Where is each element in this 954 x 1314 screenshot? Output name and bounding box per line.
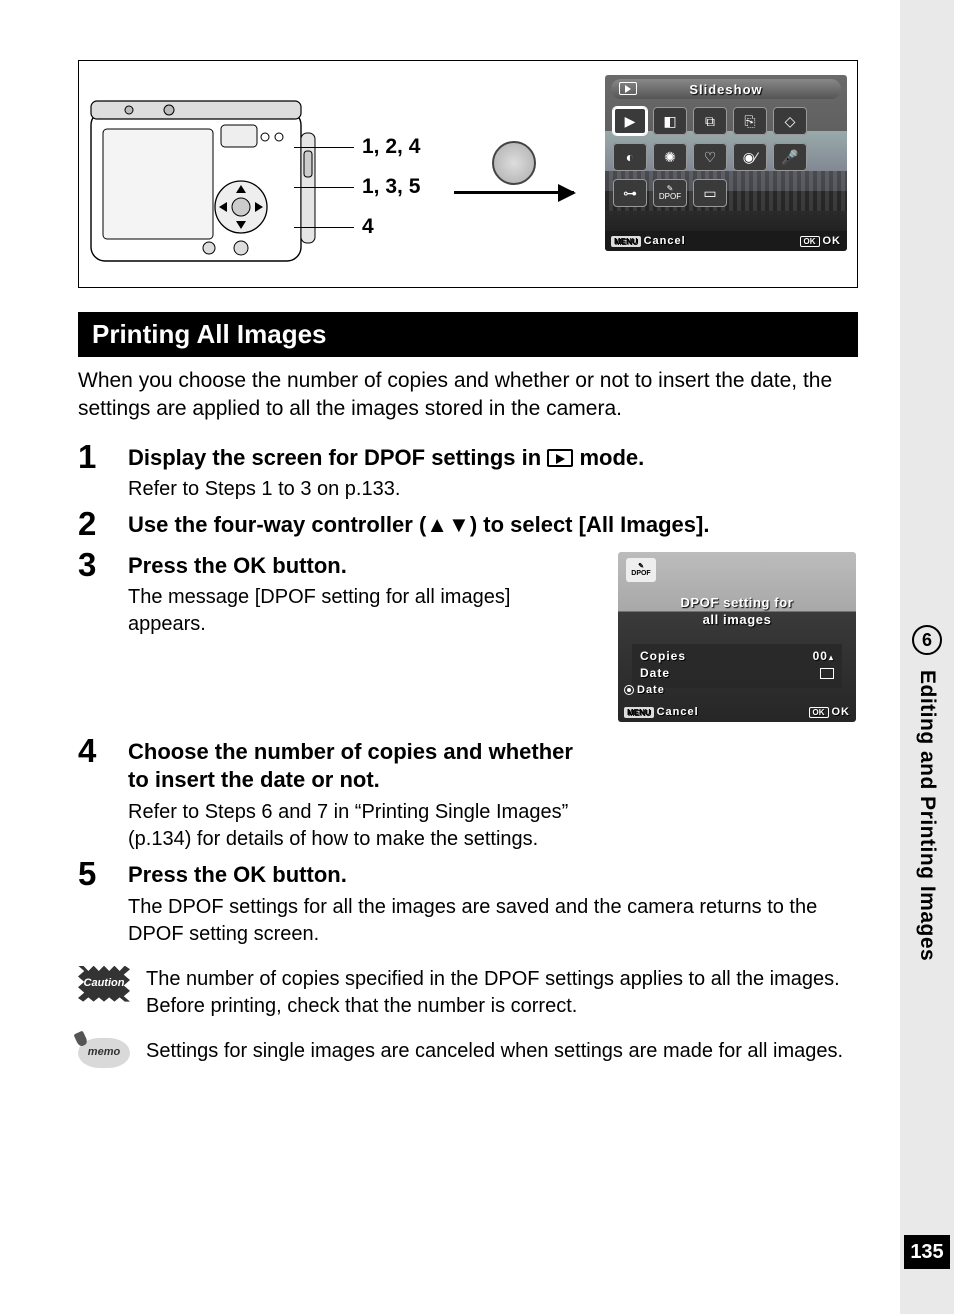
step-title-text: Press the: [128, 553, 233, 578]
step-title-text: Display the screen for DPOF settings in: [128, 445, 547, 470]
arrow-illustration: [439, 141, 589, 194]
memo-icon: memo: [78, 1038, 130, 1068]
lcd2-cancel: Cancel: [657, 706, 699, 718]
mode-icon-filter: ◐: [613, 143, 647, 171]
side-tab: 6 Editing and Printing Images 135: [900, 0, 954, 1314]
copies-value: 00: [813, 649, 828, 663]
radio-dot-icon: [624, 685, 634, 695]
step-1: 1 Display the screen for DPOF settings i…: [78, 440, 858, 504]
caution-note: Caution The number of copies specified i…: [78, 966, 858, 1020]
step-desc: Refer to Steps 1 to 3 on p.133.: [128, 476, 858, 503]
mode-icon-copy: ⎘: [733, 107, 767, 135]
mode-icon-dpof: ✎DPOF: [653, 179, 687, 207]
lcd-slideshow-screen: Slideshow ▶ ◧ ⧉ ⎘ ◇ ◐ ✺ ♡ ◉⁄ 🎤 ⊶ ✎DPOF ▭: [605, 75, 847, 251]
mode-icon-slideshow: ▶: [613, 107, 647, 135]
step-number: 1: [78, 440, 128, 473]
copies-label: Copies: [640, 649, 686, 663]
ok-button-label: OK: [233, 553, 266, 578]
mode-icon-redeye: ◉⁄: [733, 143, 767, 171]
caution-text: The number of copies specified in the DP…: [146, 966, 858, 1020]
lcd-cancel-label: Cancel: [644, 235, 686, 247]
step-number: 2: [78, 507, 128, 540]
mode-icon-crop: ⧉: [693, 107, 727, 135]
lcd2-msg-line1: DPOF setting for: [618, 594, 856, 612]
lcd2-ok: OK: [832, 706, 851, 718]
step-4: 4 Choose the number of copies and whethe…: [78, 734, 858, 853]
chapter-title: Editing and Printing Images: [915, 670, 939, 961]
step-desc: The DPOF settings for all the images are…: [128, 894, 858, 948]
callout-c: 4: [362, 215, 374, 239]
page-number: 135: [904, 1235, 950, 1269]
chapter-number-badge: 6: [912, 625, 942, 655]
page-content: 1, 2, 4 1, 3, 5 4 Slideshow ▶ ◧ ⧉ ⎘ ◇ ◐: [78, 60, 858, 1068]
menu-badge: MENU: [624, 707, 654, 718]
step-title-text: button.: [266, 553, 347, 578]
step-number: 4: [78, 734, 128, 767]
ok-button-label: OK: [233, 862, 266, 887]
step-5: 5 Press the OK button. The DPOF settings…: [78, 857, 858, 948]
mode-icon-brightness: ✺: [653, 143, 687, 171]
mode-icon-voice: 🎤: [773, 143, 807, 171]
date-checkbox-icon: [820, 668, 834, 679]
mode-icon-frame: ♡: [693, 143, 727, 171]
ok-badge: OK: [800, 236, 820, 247]
section-heading: Printing All Images: [78, 312, 858, 357]
step-desc: The message [DPOF setting for all images…: [128, 584, 588, 638]
callout-b: 1, 3, 5: [362, 175, 420, 199]
step-title-text: Use the four-way controller (▲▼) to sele…: [128, 511, 858, 540]
memo-note: memo Settings for single images are canc…: [78, 1038, 858, 1068]
step-title-text: Choose the number of copies and whether …: [128, 738, 598, 795]
date-label: Date: [640, 666, 670, 680]
lcd-title: Slideshow: [689, 82, 762, 97]
memo-text: Settings for single images are canceled …: [146, 1038, 843, 1065]
controller-knob-icon: [492, 141, 536, 185]
step-number: 3: [78, 548, 128, 581]
step-desc: Refer to Steps 6 and 7 in “Printing Sing…: [128, 799, 598, 853]
lcd-ok-label: OK: [823, 235, 842, 247]
step-title-text: Press the: [128, 862, 233, 887]
ok-badge: OK: [809, 707, 829, 718]
lcd2-msg-line2: all images: [618, 611, 856, 629]
step-number: 5: [78, 857, 128, 890]
menu-badge: MENU: [611, 236, 641, 247]
playback-icon: [619, 82, 637, 95]
callout-labels: 1, 2, 4 1, 3, 5 4: [294, 131, 420, 251]
caution-icon: Caution: [78, 966, 130, 1002]
mode-icon-startup: ▭: [693, 179, 727, 207]
intro-paragraph: When you choose the number of copies and…: [78, 367, 858, 424]
lcd-dpof-screen: ✎DPOF DPOF setting for all images Copies…: [618, 552, 856, 722]
step-3: 3 ✎DPOF DPOF setting for all images Copi…: [78, 548, 858, 730]
mode-icon-rotate: ◇: [773, 107, 807, 135]
date-button-label: Date: [637, 684, 665, 696]
step-title-text: mode.: [573, 445, 644, 470]
callout-a: 1, 2, 4: [362, 135, 420, 159]
mode-icon-resize: ◧: [653, 107, 687, 135]
step-2: 2 Use the four-way controller (▲▼) to se…: [78, 507, 858, 544]
playback-mode-icon: [547, 449, 573, 467]
mode-icon-protect: ⊶: [613, 179, 647, 207]
step-title-text: button.: [266, 862, 347, 887]
diagram-box: 1, 2, 4 1, 3, 5 4 Slideshow ▶ ◧ ⧉ ⎘ ◇ ◐: [78, 60, 858, 288]
dpof-icon: ✎DPOF: [626, 558, 656, 582]
